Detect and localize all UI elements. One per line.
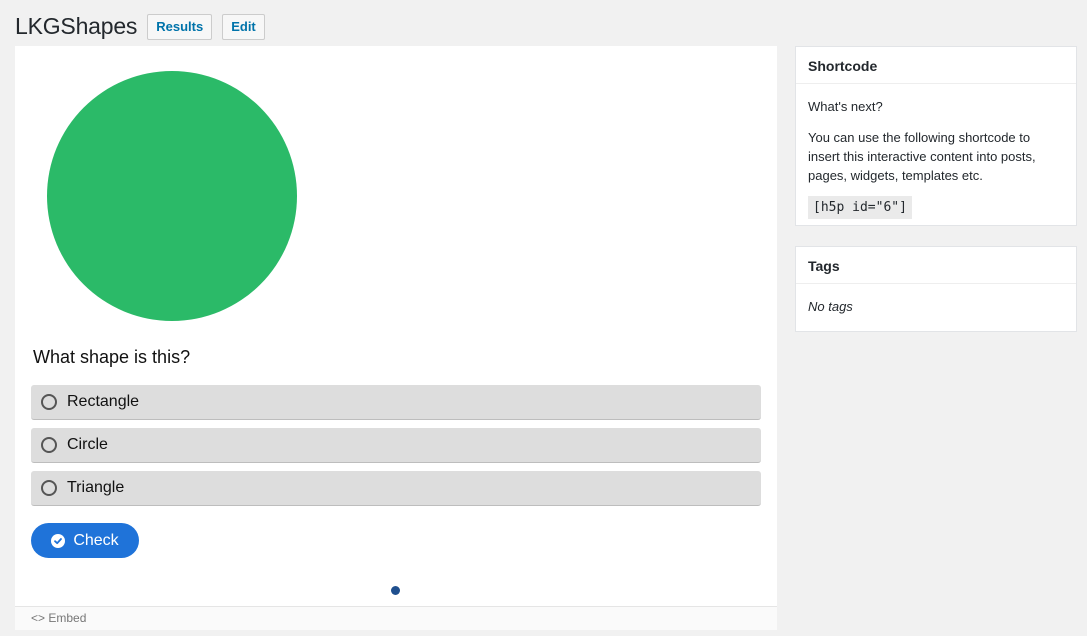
tags-box-body: No tags xyxy=(796,284,1076,328)
check-button[interactable]: Check xyxy=(31,523,139,558)
tags-box: Tags No tags xyxy=(795,246,1077,332)
green-circle-image xyxy=(47,71,297,321)
check-circle-icon xyxy=(51,533,66,548)
answer-option-circle[interactable]: Circle xyxy=(31,428,761,463)
tags-box-title: Tags xyxy=(796,247,1076,284)
page-header: LKGShapes Results Edit xyxy=(15,13,265,40)
question-text: What shape is this? xyxy=(33,347,191,367)
results-button[interactable]: Results xyxy=(147,13,213,40)
slide-progress-dot[interactable] xyxy=(391,586,400,595)
answer-option-rectangle[interactable]: Rectangle xyxy=(31,385,761,420)
shortcode-box-body: What's next? You can use the following s… xyxy=(796,84,1076,231)
shortcode-box-title: Shortcode xyxy=(796,47,1076,84)
answer-label: Triangle xyxy=(67,479,125,496)
answer-list: Rectangle Circle Triangle xyxy=(31,385,761,514)
embed-link[interactable]: <> Embed xyxy=(31,611,87,625)
check-button-label: Check xyxy=(73,531,119,549)
radio-icon xyxy=(41,437,57,453)
radio-icon xyxy=(41,394,57,410)
page-title: LKGShapes xyxy=(15,13,138,39)
no-tags-text: No tags xyxy=(808,299,853,314)
answer-label: Circle xyxy=(67,436,108,453)
answer-label: Rectangle xyxy=(67,393,140,410)
whats-next-text: What's next? xyxy=(808,99,883,114)
radio-icon xyxy=(41,480,57,496)
embed-bar: <> Embed xyxy=(15,606,777,630)
h5p-content-panel: What shape is this? Rectangle Circle Tri… xyxy=(15,46,777,630)
answer-option-triangle[interactable]: Triangle xyxy=(31,471,761,506)
shortcode-description: You can use the following shortcode to i… xyxy=(808,130,1036,183)
shortcode-value[interactable]: [h5p id="6"] xyxy=(808,196,912,219)
edit-button[interactable]: Edit xyxy=(222,13,265,40)
shortcode-box: Shortcode What's next? You can use the f… xyxy=(795,46,1077,226)
